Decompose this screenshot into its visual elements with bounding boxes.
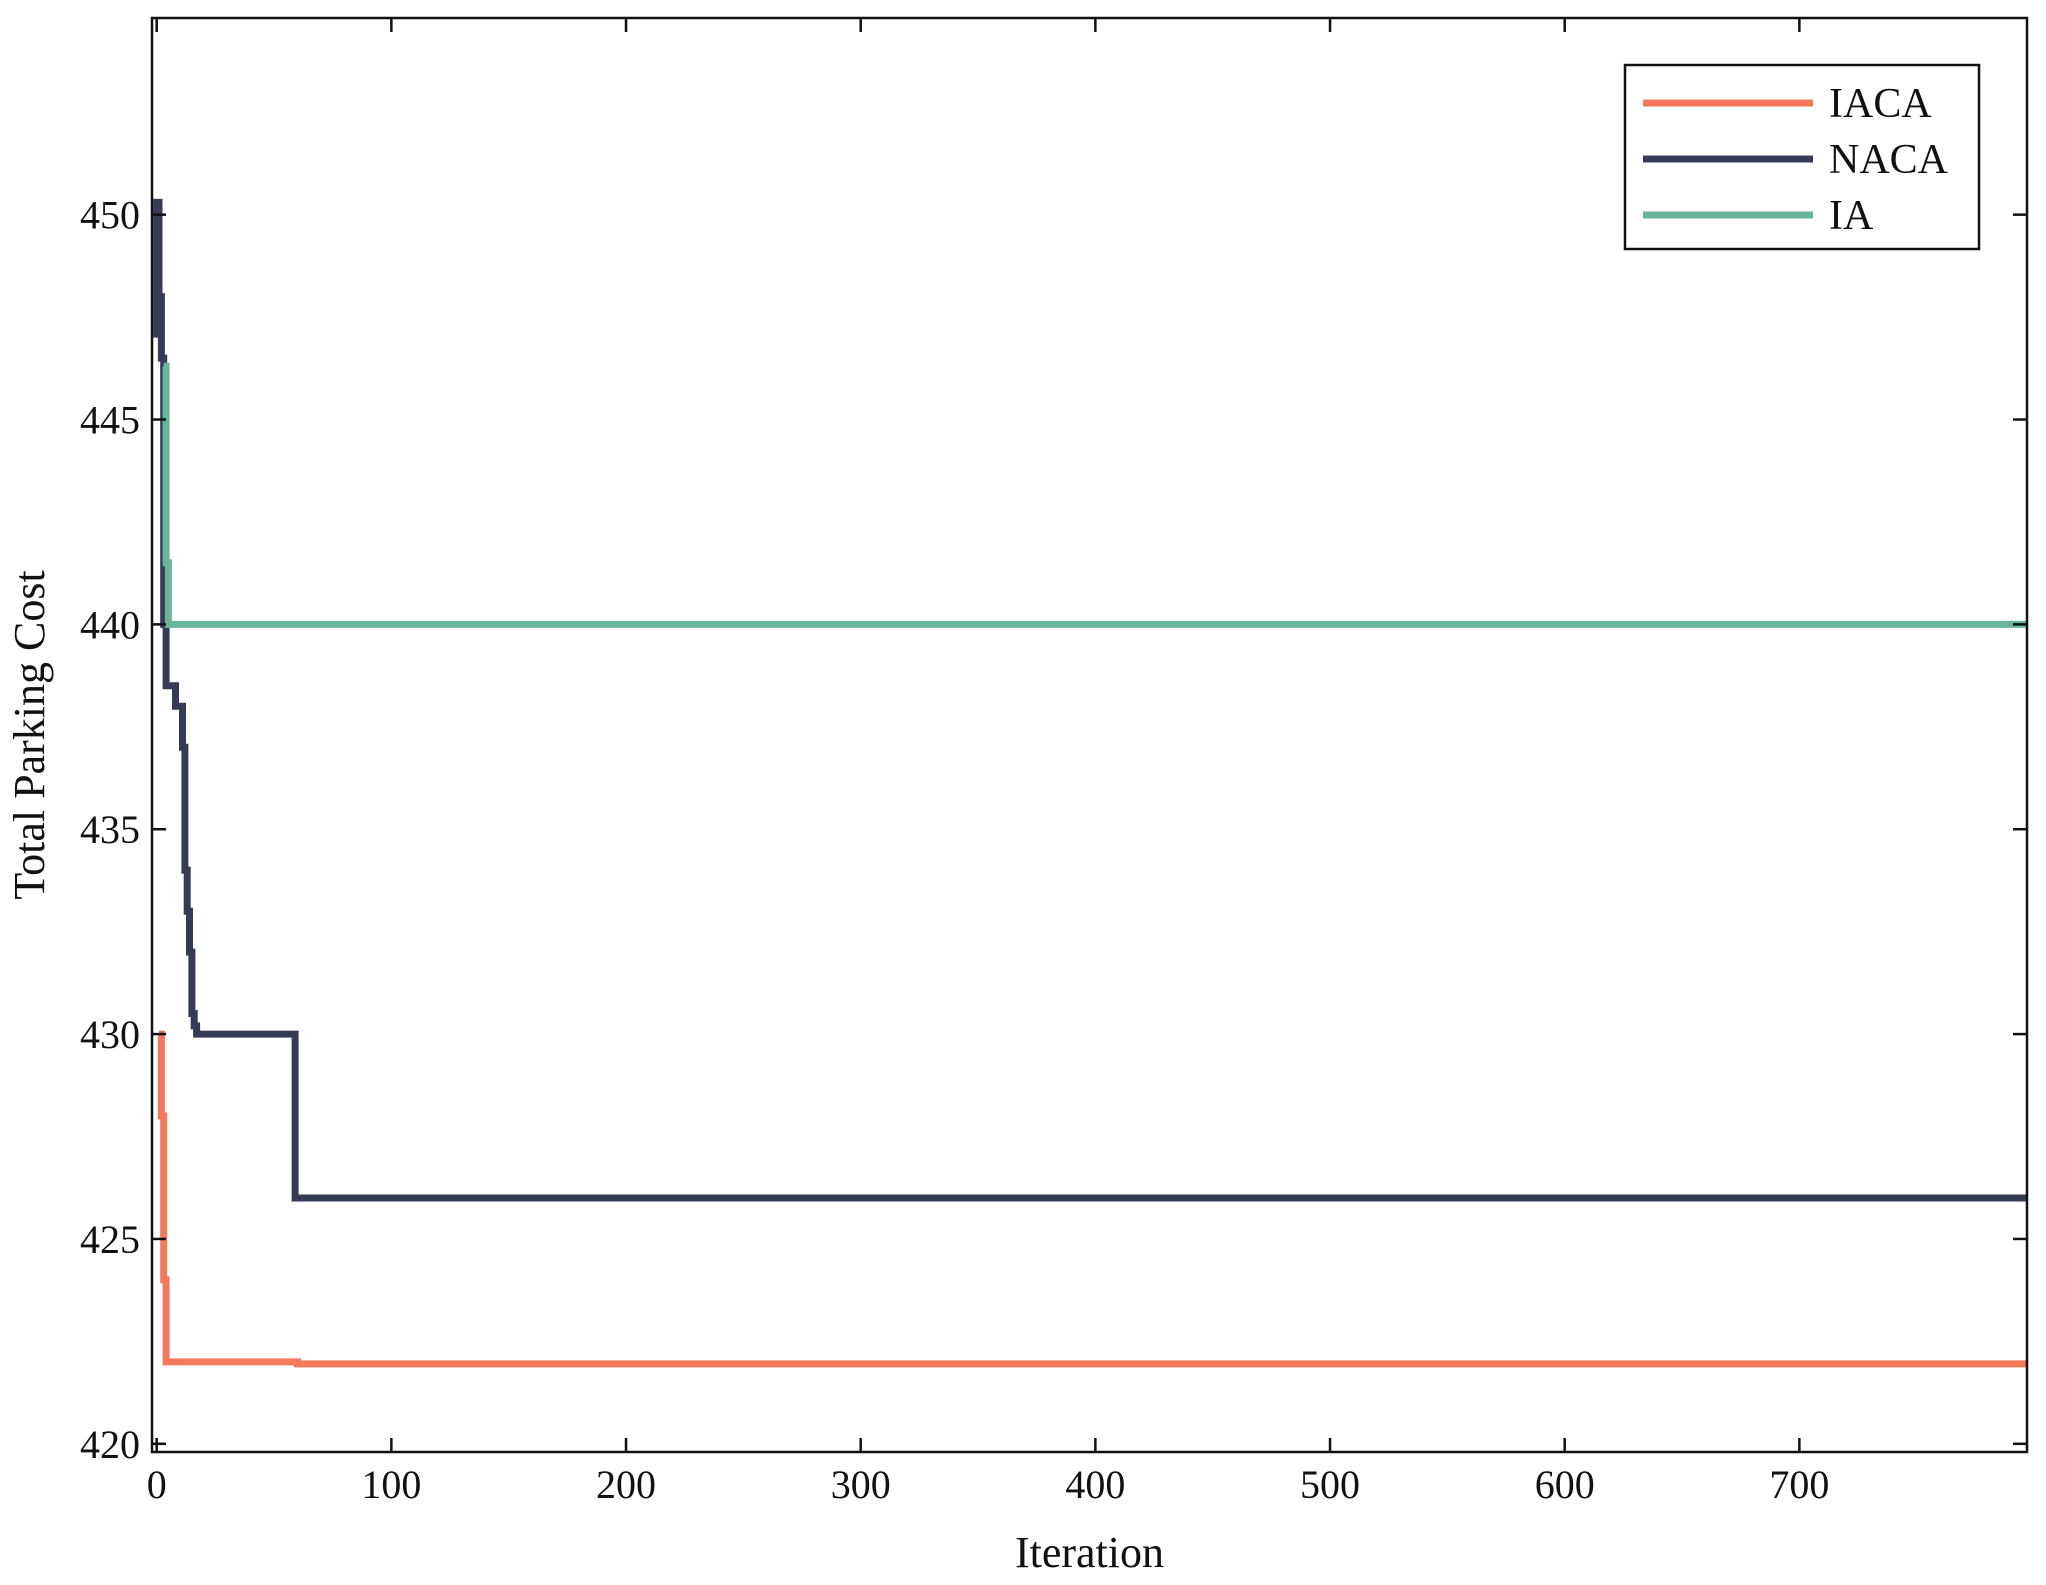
x-tick-label: 600 [1535,1462,1595,1507]
y-tick-label: 420 [80,1422,140,1467]
x-tick-label: 0 [147,1462,167,1507]
x-tick-label: 400 [1065,1462,1125,1507]
legend-label-naca: NACA [1829,137,1949,183]
x-tick-label: 500 [1300,1462,1360,1507]
series-line-naca [153,198,2027,1202]
x-tick-label: 200 [596,1462,656,1507]
y-tick-label: 425 [80,1217,140,1262]
series-line-ia [162,362,2027,628]
x-axis-label: Iteration [1015,1528,1164,1577]
legend: IACA NACA IA [1623,63,1981,251]
y-tick-label: 450 [80,193,140,238]
y-tick-label: 440 [80,602,140,647]
legend-label-iaca: IACA [1829,81,1932,127]
x-tick-label: 100 [361,1462,421,1507]
y-tick-label: 445 [80,398,140,443]
y-axis-label: Total Parking Cost [5,570,54,899]
plot-frame [150,16,2029,1454]
x-tick-label: 300 [831,1462,891,1507]
axes-layer: 0 100 200 300 400 500 600 700 420 425 430 435 440 445… [80,16,2029,1507]
legend-label-ia: IA [1829,193,1874,239]
y-tick-label: 435 [80,807,140,852]
series-layer [153,198,2027,1368]
y-tick-label: 430 [80,1012,140,1057]
series-line-iaca [157,1030,2027,1368]
x-tick-label: 700 [1769,1462,1829,1507]
